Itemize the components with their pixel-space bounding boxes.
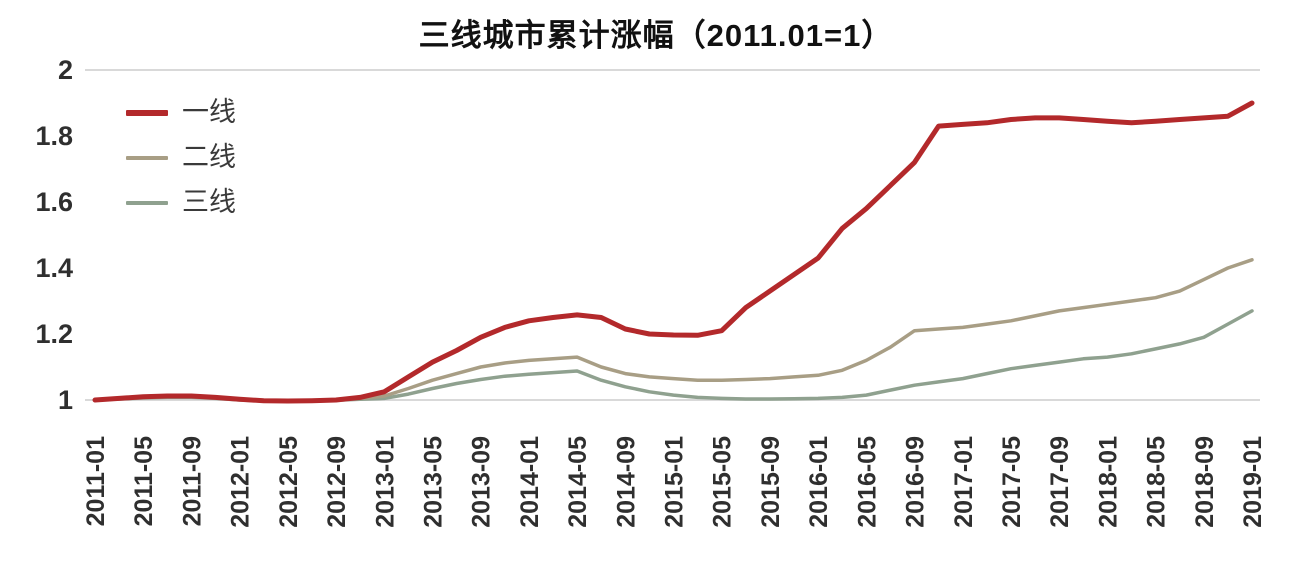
x-tick-label: 2014-05 [564,436,592,528]
legend-item-tier2: 二线 [126,135,236,180]
y-tick-label: 1.2 [35,319,73,349]
x-tick-label: 2017-09 [1046,436,1074,528]
y-tick-label: 1.4 [35,253,73,283]
x-tick-label: 2012-09 [323,436,351,528]
y-tick-label: 2 [58,55,73,85]
x-tick-label: 2011-09 [178,436,206,526]
x-tick-label: 2017-05 [998,436,1026,528]
legend-item-tier1: 一线 [126,90,236,135]
x-tick-label: 2014-01 [516,436,544,528]
chart-title: 三线城市累计涨幅（2011.01=1） [418,18,894,53]
x-tick-label: 2015-09 [757,436,785,528]
series-line-tier1 [92,100,1255,404]
legend-label-tier3: 三线 [182,187,236,217]
x-tick-label: 2014-09 [612,436,640,528]
x-tick-label: 2015-01 [661,436,689,528]
x-tick-label: 2016-01 [805,436,833,528]
x-tick-label: 2013-01 [371,436,399,528]
x-tick-label: 2015-05 [709,436,737,528]
x-tick-label: 2016-05 [853,436,881,528]
x-tick-label: 2018-05 [1143,436,1171,528]
series-line-tier3 [93,309,1254,404]
x-tick-label: 2017-01 [950,436,978,528]
legend-swatch-tier2 [126,155,168,160]
legend-swatch-tier1 [126,109,168,116]
x-tick-label: 2013-09 [468,436,496,528]
x-tick-label: 2012-01 [227,436,255,528]
legend-label-tier2: 二线 [182,142,236,172]
y-tick-label: 1.6 [35,187,73,217]
legend-item-tier3: 三线 [126,180,236,225]
x-tick-label: 2013-05 [420,436,448,528]
x-tick-label: 2011-05 [130,436,158,526]
x-tick-label: 2019-01 [1239,436,1267,528]
x-tick-label: 2018-09 [1191,436,1219,528]
series-line-tier2 [93,258,1254,403]
y-tick-label: 1.8 [35,121,73,151]
x-tick-label: 2018-01 [1094,436,1122,528]
y-tick-label: 1 [58,385,73,415]
x-tick-label: 2012-05 [275,436,303,528]
legend-swatch-tier3 [126,200,168,205]
chart-legend: 一线 二线 三线 [126,90,236,225]
x-tick-label: 2016-09 [902,436,930,528]
legend-label-tier1: 一线 [182,97,236,127]
x-tick-label: 2011-01 [82,436,110,526]
